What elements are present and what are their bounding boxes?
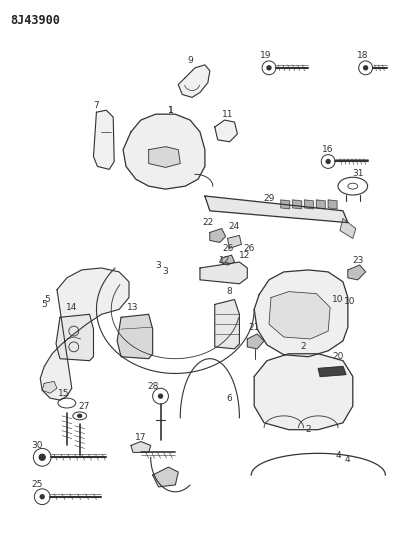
Text: 4: 4	[335, 451, 341, 460]
Text: 25: 25	[32, 480, 43, 489]
Text: 8J43900: 8J43900	[11, 14, 61, 27]
Polygon shape	[316, 200, 325, 209]
Text: 29: 29	[263, 195, 275, 204]
Text: 2: 2	[301, 342, 307, 351]
Text: 10: 10	[344, 297, 356, 306]
Text: 31: 31	[352, 169, 364, 178]
Polygon shape	[42, 382, 57, 393]
Text: 22: 22	[202, 218, 213, 227]
Polygon shape	[340, 219, 356, 238]
Text: 6: 6	[227, 394, 232, 402]
Circle shape	[39, 454, 45, 460]
Text: 17: 17	[135, 433, 147, 442]
Text: 10: 10	[332, 295, 344, 304]
Circle shape	[267, 66, 271, 70]
Text: 30: 30	[32, 441, 43, 450]
Text: 28: 28	[147, 382, 158, 391]
Text: 1: 1	[168, 106, 173, 115]
Text: 5: 5	[44, 295, 50, 304]
Polygon shape	[281, 200, 290, 209]
Text: 9: 9	[187, 56, 193, 66]
Polygon shape	[149, 147, 180, 167]
Polygon shape	[215, 120, 238, 142]
Polygon shape	[40, 268, 129, 400]
Polygon shape	[200, 262, 247, 284]
Polygon shape	[123, 114, 205, 189]
Text: 3: 3	[156, 261, 162, 270]
Text: 14: 14	[66, 303, 78, 312]
Circle shape	[40, 495, 44, 499]
Polygon shape	[117, 314, 152, 359]
Circle shape	[364, 66, 367, 70]
Text: 27: 27	[78, 401, 89, 410]
Circle shape	[158, 394, 162, 398]
Polygon shape	[269, 292, 330, 339]
Text: 12: 12	[239, 251, 250, 260]
Text: 2: 2	[306, 425, 311, 434]
Ellipse shape	[78, 414, 82, 417]
Polygon shape	[293, 200, 301, 209]
Polygon shape	[348, 265, 366, 280]
Text: 16: 16	[322, 145, 334, 154]
Polygon shape	[152, 467, 178, 487]
Text: 18: 18	[357, 51, 368, 60]
Text: 23: 23	[352, 256, 364, 264]
Polygon shape	[210, 229, 226, 243]
Text: 26: 26	[222, 244, 233, 253]
Polygon shape	[247, 334, 264, 349]
Text: 20: 20	[332, 352, 344, 361]
Polygon shape	[56, 314, 93, 361]
Text: 1: 1	[168, 106, 173, 115]
Polygon shape	[205, 196, 348, 223]
Polygon shape	[228, 236, 242, 248]
Polygon shape	[131, 441, 150, 453]
Text: 11: 11	[222, 110, 233, 119]
Polygon shape	[328, 200, 337, 209]
Text: 3: 3	[163, 268, 168, 277]
Polygon shape	[254, 270, 348, 357]
Text: 21: 21	[249, 322, 260, 332]
Text: 8: 8	[227, 287, 232, 296]
Text: 15: 15	[58, 389, 70, 398]
Text: 19: 19	[260, 51, 272, 60]
Circle shape	[326, 159, 330, 164]
Text: 13: 13	[127, 303, 139, 312]
Text: 24: 24	[229, 222, 240, 231]
Polygon shape	[305, 200, 313, 209]
Polygon shape	[178, 65, 210, 98]
Polygon shape	[215, 300, 240, 349]
Polygon shape	[220, 255, 234, 265]
Polygon shape	[254, 354, 353, 430]
Text: 5: 5	[41, 300, 47, 309]
Text: 26: 26	[244, 244, 255, 253]
Text: 4: 4	[345, 455, 351, 464]
Text: 12: 12	[219, 256, 230, 264]
Polygon shape	[318, 367, 346, 376]
Polygon shape	[93, 110, 114, 169]
Text: 7: 7	[93, 101, 99, 110]
